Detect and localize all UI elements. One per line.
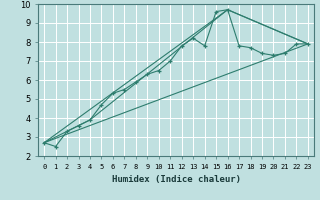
X-axis label: Humidex (Indice chaleur): Humidex (Indice chaleur) [111,175,241,184]
